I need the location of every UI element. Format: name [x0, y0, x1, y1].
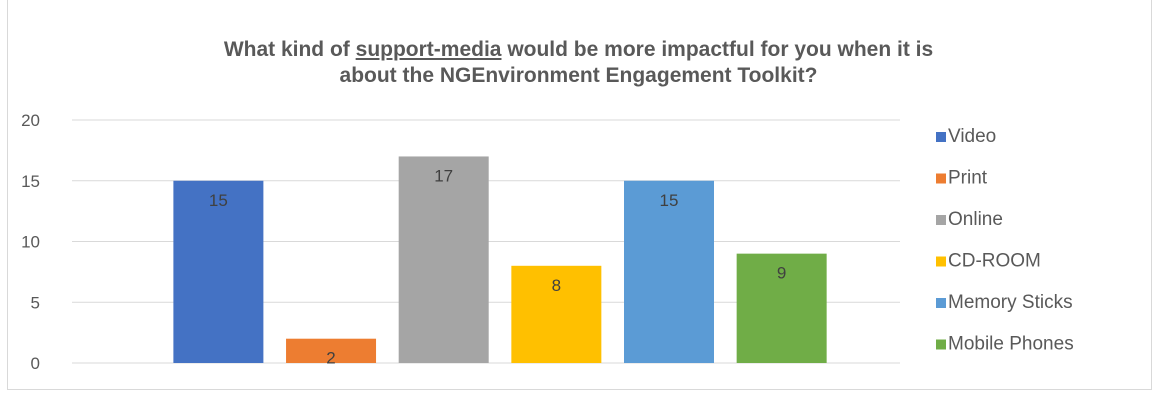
- y-tick-label: 10: [21, 233, 40, 252]
- legend-swatch: [936, 298, 946, 308]
- data-label: 2: [326, 349, 335, 368]
- y-tick-label: 20: [21, 111, 40, 130]
- bars: [173, 156, 827, 363]
- data-label: 9: [777, 264, 786, 283]
- legend-label: Video: [948, 126, 996, 147]
- legend-swatch: [936, 339, 946, 350]
- legend-label: CD-ROOM: [948, 251, 1041, 272]
- bar-mobile-phones: [736, 253, 827, 363]
- data-label: 8: [552, 276, 561, 295]
- bar-memory-sticks: [624, 180, 714, 363]
- legend-swatch: [936, 256, 946, 267]
- title-line2: about the NGEnvironment Engagement Toolk…: [339, 64, 818, 87]
- y-tick-label: 15: [21, 172, 40, 191]
- y-tick-label: 5: [31, 293, 40, 312]
- data-label: 17: [434, 166, 453, 185]
- title-underlined-term: support-media: [355, 38, 502, 61]
- data-labels: 15 2 17 8 15 9: [209, 166, 786, 367]
- legend-swatch: [936, 173, 946, 184]
- bar-cd-room: [511, 265, 602, 363]
- data-label: 15: [660, 191, 679, 210]
- bar-print: [286, 338, 377, 363]
- title-line1-start: What kind of: [223, 38, 356, 61]
- legend-label: Mobile Phones: [948, 334, 1074, 355]
- legend-label: Print: [948, 168, 988, 189]
- data-label: 15: [209, 191, 228, 210]
- legend-swatch: [936, 215, 946, 225]
- legend-label: Memory Sticks: [948, 292, 1073, 313]
- y-tick-label: 0: [31, 354, 40, 373]
- chart-title: What kind of support-media would be more…: [0, 37, 1157, 89]
- title-line1-end: would be more impactful for you when it …: [501, 38, 934, 61]
- legend-swatch: [936, 132, 946, 142]
- y-axis: 0 5 10 15 20: [21, 111, 40, 373]
- bar-online: [398, 156, 489, 363]
- legend: Video Print Online CD-ROOM Memory Sticks Mobi…: [936, 126, 1074, 355]
- legend-label: Online: [948, 209, 1003, 230]
- bar-video: [173, 180, 264, 363]
